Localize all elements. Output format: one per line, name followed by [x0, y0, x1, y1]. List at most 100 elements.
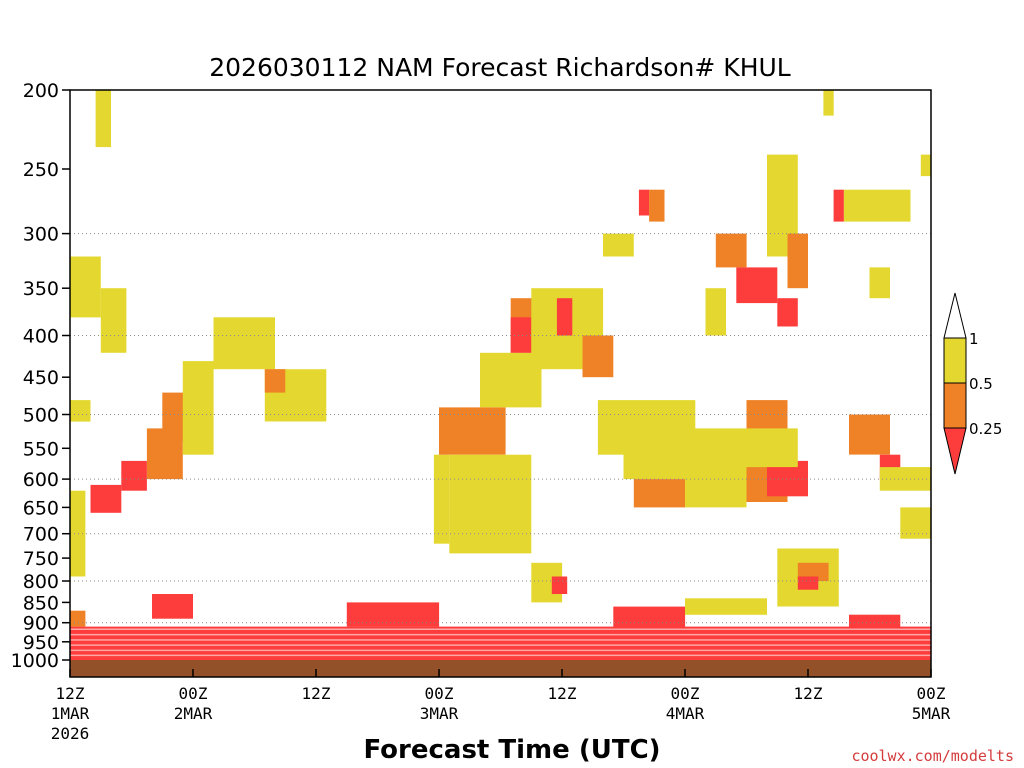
colorbar-label-0-25: 0.25 — [969, 420, 1002, 438]
y-tick-label: 750 — [23, 548, 59, 570]
ri-cell-orange — [649, 189, 665, 222]
ri-cell-yellow — [746, 428, 798, 468]
ri-cell-yellow — [623, 428, 747, 480]
ri-cell-red — [346, 602, 440, 627]
ri-cell-yellow — [603, 233, 634, 257]
x-tick-label: 00Z — [917, 684, 946, 703]
ri-band-streak — [70, 654, 931, 657]
x-tick-date: 1MAR — [51, 704, 90, 723]
ground-fill — [70, 660, 931, 677]
ri-cell-red — [551, 576, 568, 594]
ri-cell-yellow — [879, 467, 932, 491]
y-tick-label: 250 — [23, 159, 59, 181]
ri-band-streak — [70, 649, 931, 652]
x-tick-label: 00Z — [425, 684, 454, 703]
ri-cell-red — [736, 267, 778, 304]
ri-cell-yellow — [705, 288, 726, 336]
ri-band-streak — [70, 628, 931, 630]
ri-cell-yellow — [70, 256, 101, 318]
ri-band-streak — [70, 633, 931, 636]
y-axis-ticks: 200 250 300 350 400 450 500 550 600 650 7007508008… — [11, 80, 70, 672]
ri-cell-orange — [797, 562, 829, 581]
ri-cell-orange — [715, 233, 747, 268]
y-tick-label: 350 — [23, 278, 59, 300]
ri-cell-yellow — [70, 400, 91, 422]
ri-cell-orange — [633, 479, 686, 508]
x-tick-label: 12Z — [302, 684, 331, 703]
ri-cell-red — [90, 484, 122, 513]
ri-cell-yellow — [182, 361, 214, 455]
ri-cell-yellow — [95, 90, 111, 148]
x-tick-date: 4MAR — [666, 704, 705, 723]
ri-cell-orange — [439, 407, 506, 455]
colorbar-band-orange — [943, 382, 967, 429]
y-tick-label: 850 — [23, 592, 59, 614]
ri-cell-red — [638, 189, 650, 216]
chart-title: 2026030112 NAM Forecast Richardson# KHUL — [209, 53, 791, 82]
ri-cell-orange — [787, 233, 808, 289]
colorbar-top-triangle — [943, 292, 967, 339]
colorbar: 1 0.5 0.25 — [943, 292, 1002, 475]
ri-cell-red — [556, 298, 573, 336]
ri-cell-yellow — [70, 490, 86, 577]
y-tick-label: 700 — [23, 524, 59, 546]
ri-cell-yellow — [480, 352, 542, 408]
x-tick-label: 12Z — [56, 684, 85, 703]
ri-cell-orange — [70, 610, 86, 627]
ri-cell-red — [849, 614, 901, 633]
y-tick-label: 600 — [23, 469, 59, 491]
ri-band-streak — [70, 639, 931, 641]
ground-layer — [70, 660, 931, 677]
ri-cell-red — [777, 298, 798, 327]
y-tick-label: 650 — [23, 497, 59, 519]
colorbar-label-0-5: 0.5 — [969, 375, 993, 393]
y-tick-label: 450 — [23, 367, 59, 389]
x-tick-label: 00Z — [179, 684, 208, 703]
ri-cell-orange — [582, 335, 614, 378]
plot-frame — [69, 89, 932, 678]
ri-cell-yellow — [900, 507, 932, 539]
ri-cell-red — [121, 460, 147, 491]
ri-cell-red — [70, 626, 931, 660]
ri-cell-orange — [264, 369, 286, 393]
y-tick-label: 550 — [23, 438, 59, 460]
ri-cell-yellow — [213, 317, 275, 370]
ri-cell-yellow — [433, 454, 450, 544]
x-tick-label: 12Z — [548, 684, 577, 703]
x-tick-date: 2MAR — [174, 704, 213, 723]
colorbar-bottom-triangle — [943, 427, 967, 475]
x-tick-date: 5MAR — [912, 704, 951, 723]
x-tick-year: 2026 — [51, 724, 90, 743]
ri-cell-yellow — [823, 90, 834, 116]
credit-text: coolwx.com/modelts — [851, 747, 1014, 765]
ri-cell-yellow — [685, 598, 767, 615]
ri-cell-yellow — [100, 288, 127, 353]
y-tick-label: 950 — [23, 632, 59, 654]
y-tick-label: 400 — [23, 326, 59, 348]
ri-cell-red — [510, 317, 532, 353]
x-axis-label: Forecast Time (UTC) — [363, 735, 660, 765]
ri-cell-red — [797, 576, 819, 590]
x-tick-label: 12Z — [794, 684, 823, 703]
y-tick-label: 300 — [23, 224, 59, 246]
y-tick-label: 800 — [23, 571, 59, 593]
x-tick-label: 00Z — [671, 684, 700, 703]
y-tick-label: 900 — [23, 613, 59, 635]
data-cells — [70, 90, 932, 660]
ri-cell-red — [613, 606, 686, 635]
x-tick-date: 3MAR — [420, 704, 459, 723]
ri-cell-yellow — [449, 454, 532, 554]
ri-cell-yellow — [869, 267, 890, 299]
y-tick-label: 500 — [23, 405, 59, 427]
colorbar-band-yellow — [943, 337, 967, 384]
ri-cell-red — [833, 189, 844, 222]
ri-cell-orange — [849, 414, 890, 455]
ri-cell-yellow — [685, 473, 747, 508]
ri-band-streak — [70, 644, 931, 646]
ri-cell-yellow — [843, 189, 911, 222]
colorbar-label-1: 1 — [969, 330, 979, 348]
y-tick-label: 1000 — [11, 650, 59, 672]
ri-cell-yellow — [920, 154, 932, 177]
